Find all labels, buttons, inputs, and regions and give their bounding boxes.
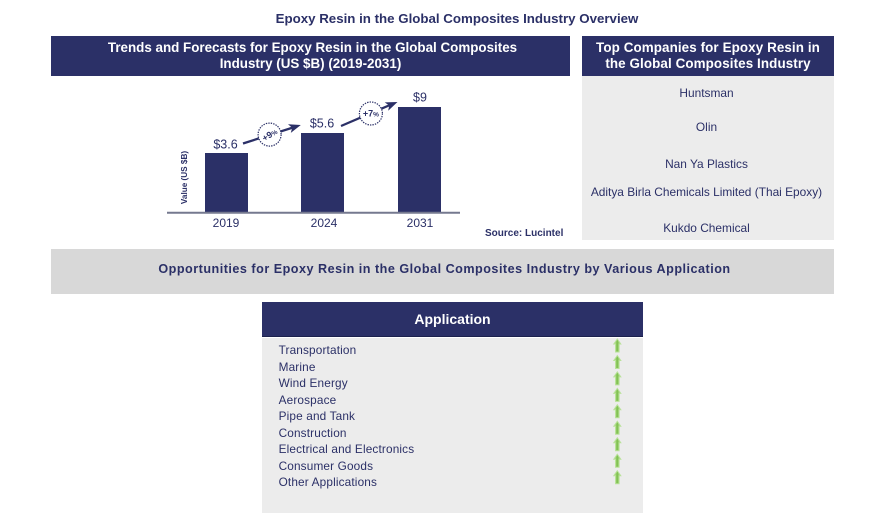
svg-text:$3.6: $3.6 — [213, 138, 237, 152]
svg-text:+7%: +7% — [363, 109, 379, 119]
svg-text:Value (US $B): Value (US $B) — [180, 151, 189, 205]
svg-text:$9: $9 — [413, 91, 427, 105]
svg-text:2024: 2024 — [311, 216, 338, 230]
svg-text:2031: 2031 — [407, 216, 434, 230]
svg-text:2019: 2019 — [213, 216, 240, 230]
svg-text:$5.6: $5.6 — [310, 117, 334, 131]
